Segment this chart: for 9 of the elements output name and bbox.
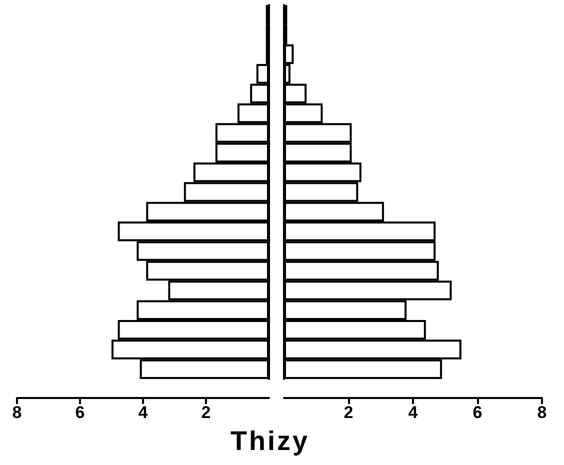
x-tick-label: 6 <box>75 403 85 422</box>
x-tick-label: 4 <box>138 403 148 422</box>
x-tick-label: 8 <box>537 403 547 422</box>
x-tick-label: 6 <box>472 403 482 422</box>
x-tick-label: 4 <box>408 403 418 422</box>
x-tick-label: 2 <box>201 403 211 422</box>
x-tick-label: 2 <box>344 403 354 422</box>
x-axis-title: Thizy <box>229 426 310 456</box>
x-tick-label: 8 <box>12 403 22 422</box>
